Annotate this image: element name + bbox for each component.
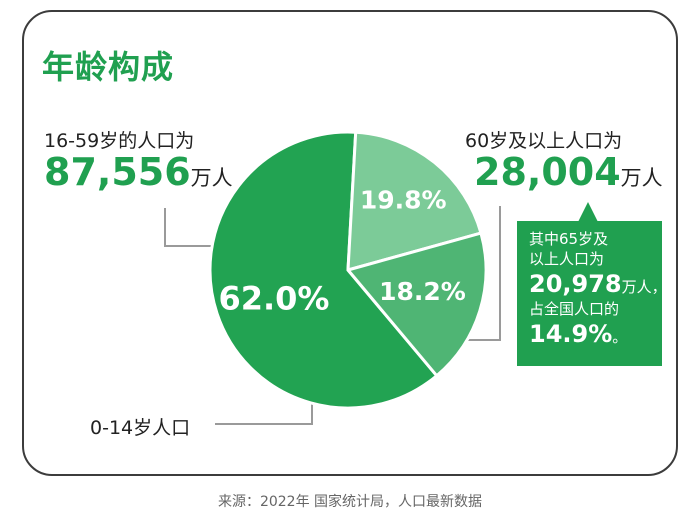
pie-label-2: 18.2%: [379, 277, 466, 306]
callout-number-line: 20,978万人，: [529, 269, 667, 299]
callout-pointer: [578, 202, 598, 222]
senior-unit: 万人: [620, 166, 663, 190]
pie-slice-2: [346, 231, 488, 378]
pie-slice-0: [208, 130, 439, 410]
adult-caption: 16-59岁的人口为: [44, 130, 195, 152]
senior-65-callout: 其中65岁及 以上人口为 20,978万人， 占全国人口的 14.9%。: [517, 221, 667, 366]
callout-line2: 以上人口为: [529, 250, 605, 268]
source-note: 来源：2022年 国家统计局，人口最新数据: [217, 494, 483, 510]
pie-label-1: 19.8%: [360, 185, 447, 214]
senior-leader-line: [455, 206, 501, 341]
pie-slice-1: [346, 130, 483, 272]
adult-value: 87,556万人: [44, 150, 233, 194]
child-caption: 0-14岁人口: [90, 417, 191, 439]
callout-line1: 其中65岁及: [529, 230, 609, 248]
callout-percent-line: 14.9%。: [529, 319, 654, 349]
callout-number: 20,978: [529, 270, 622, 298]
adult-number: 87,556: [44, 150, 191, 194]
senior-value: 28,004万人: [474, 150, 663, 194]
senior-number: 28,004: [474, 150, 621, 194]
callout-percent: 14.9%: [529, 320, 613, 348]
pie-label-0: 62.0%: [218, 280, 329, 318]
callout-line4: 占全国人口的: [529, 300, 620, 318]
callout-percent-suffix: 。: [612, 328, 628, 346]
senior-caption: 60岁及以上人口为: [465, 130, 623, 152]
adult-unit: 万人: [190, 166, 233, 190]
chart-title: 年龄构成: [42, 48, 175, 86]
adult-leader-line: [164, 208, 230, 247]
callout-unit: 万人，: [621, 278, 667, 296]
